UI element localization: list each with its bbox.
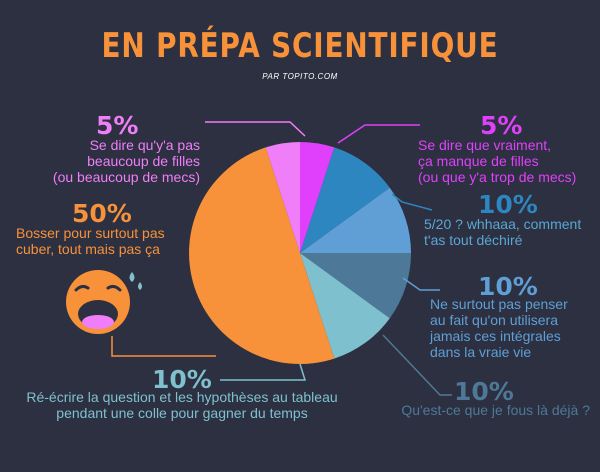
label-text-left: Bosser pour surtout pas cuber, tout mais… [16,225,206,257]
slice-blue-2 [300,187,411,253]
leader-line-bottom [220,363,307,381]
label-pct-top-right: 5% [480,111,523,140]
leader-line-right-1 [391,193,433,211]
leader-line-left [111,336,216,357]
label-pct-right-2: 10% [478,272,538,301]
leader-line-top-left [205,121,306,137]
label-line: jamais ces intégrales [430,328,561,344]
label-line: cuber, tout mais pas ça [16,241,160,257]
leader-line-right-2 [402,277,440,291]
slice-orange [189,147,335,364]
label-text-bottom: Ré-écrire la question et les hypothèses … [10,389,354,421]
label-line: au fait qu'on utilisera [430,312,558,328]
slice-pink [300,142,335,253]
label-line: (ou que y'a trop de mecs) [418,169,577,185]
label-pct-bottom: 10% [152,365,212,394]
label-line: Se dire qu'y'a pas [89,137,200,153]
label-line: t'as tout déchiré [424,232,523,248]
label-line: Qu'est-ce que je fous là déjà ? [401,402,590,418]
label-line: Ré-écrire la question et les hypothèses … [26,389,338,405]
label-text-right-1: 5/20 ? whhaaa, comment t'as tout déchiré [424,216,599,248]
label-text-top-right: Se dire que vraiment, ça manque de fille… [418,137,598,185]
label-pct-top-left: 5% [96,111,139,140]
label-line: ça manque de filles [418,153,539,169]
label-line: 5/20 ? whhaaa, comment [424,216,582,232]
label-text-top-left: Se dire qu'y'a pas beaucoup de filles (o… [18,137,200,185]
label-text-right-2: Ne surtout pas penser au fait qu'on util… [430,296,600,360]
leader-line-top-right [337,124,420,144]
label-line: (ou beaucoup de mecs) [52,169,200,185]
label-pct-right-1: 10% [478,190,538,219]
slice-blue-1 [300,147,390,253]
crying-face-icon [66,270,142,334]
page-title: EN PRÉPA SCIENTIFIQUE [101,26,499,66]
label-line: beaucoup de filles [87,153,200,169]
slice-pink-light [265,142,300,253]
label-line: pendant une colle pour gagner du temps [56,405,308,421]
label-line: Bosser pour surtout pas [16,225,165,241]
label-pct-left: 50% [72,199,132,228]
label-line: Ne surtout pas penser [430,296,568,312]
slice-teal [300,253,390,359]
label-pct-right-3: 10% [454,377,514,406]
page-subtitle: PAR TOPITO.COM [262,72,338,81]
label-text-right-3: Qu'est-ce que je fous là déjà ? [380,402,590,418]
slice-blue-3 [300,253,411,319]
leader-line-right-3 [382,334,452,396]
label-line: dans la vraie vie [430,344,532,360]
label-line: Se dire que vraiment, [418,137,552,153]
